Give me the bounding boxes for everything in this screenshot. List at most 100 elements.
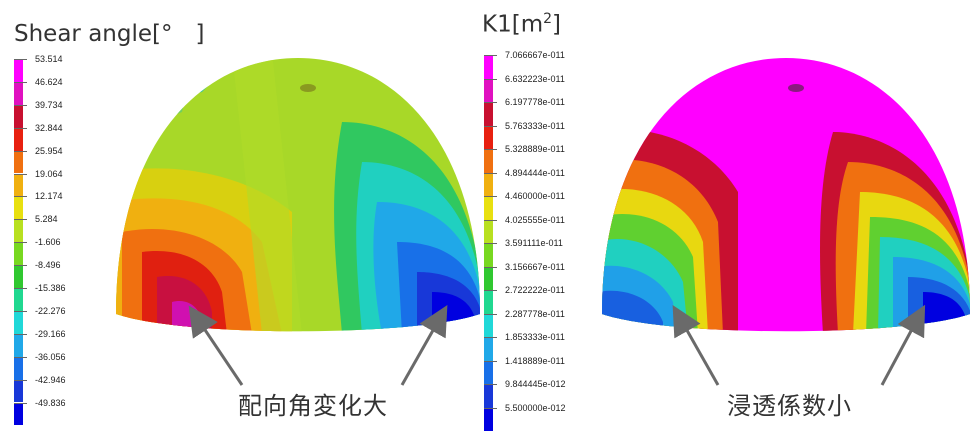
scale-label: -15.386 xyxy=(35,283,66,293)
scale-label: 3.156667e-011 xyxy=(505,261,565,272)
scale-tick xyxy=(484,360,497,362)
dome-top-hole-icon xyxy=(300,84,316,92)
scale-color-band xyxy=(14,59,23,82)
scale-label: -49.836 xyxy=(35,397,66,408)
scale-label: -22.276 xyxy=(35,305,66,316)
arrow-left-1 xyxy=(188,305,244,386)
scale-label: 4.894444e-011 xyxy=(505,167,565,178)
scale-color-band xyxy=(14,288,23,311)
scale-color-band xyxy=(484,360,493,384)
scale-tick xyxy=(484,337,497,338)
scale-tick xyxy=(484,172,497,174)
scale-color-band xyxy=(484,407,493,431)
k1-title-sup: 2 xyxy=(543,11,553,27)
scale-tick xyxy=(14,173,27,175)
scale-tick xyxy=(14,265,27,267)
scale-tick xyxy=(14,402,27,404)
scale-label: -1.606 xyxy=(35,237,61,248)
scale-tick xyxy=(14,150,27,152)
scale-label: 32.844 xyxy=(35,122,63,133)
scale-color-band xyxy=(14,333,23,357)
scale-tick xyxy=(484,196,497,197)
scale-color-band xyxy=(484,55,493,79)
scale-tick xyxy=(14,356,27,358)
scale-tick xyxy=(484,125,497,127)
scale-label: 46.624 xyxy=(35,76,63,87)
scale-tick xyxy=(14,333,27,335)
scale-tick xyxy=(14,379,27,381)
scale-label: 2.722222e-011 xyxy=(505,285,565,295)
scale-color-band xyxy=(14,104,23,128)
arrow-right-2 xyxy=(880,304,926,386)
shear-angle-dome-plot xyxy=(116,58,480,332)
scale-label: 7.066667e-011 xyxy=(505,50,565,60)
scale-tick xyxy=(14,196,27,198)
scale-color-band xyxy=(484,172,493,196)
scale-color-band xyxy=(14,196,23,220)
scale-tick xyxy=(14,59,27,60)
scale-color-band xyxy=(484,384,493,408)
scale-label: 19.064 xyxy=(35,168,63,179)
scale-color-band xyxy=(484,266,493,290)
k1-title-main: K1[m xyxy=(482,11,544,38)
scale-label: 4.025555e-011 xyxy=(505,214,565,225)
scale-color-band xyxy=(14,81,23,105)
scale-color-band xyxy=(14,242,23,266)
scale-tick xyxy=(484,384,497,385)
scale-tick xyxy=(14,81,27,83)
scale-color-band xyxy=(484,337,493,361)
left-annotation: 配向角変化大 xyxy=(238,392,388,420)
scale-tick xyxy=(14,288,27,289)
scale-color-band xyxy=(14,379,23,403)
dome-top-hole-icon xyxy=(788,84,804,92)
scale-tick xyxy=(484,55,497,56)
scale-color-band xyxy=(484,243,493,267)
scale-label: 12.174 xyxy=(35,191,63,202)
scale-tick xyxy=(484,266,497,268)
scale-tick xyxy=(14,310,27,312)
scale-tick xyxy=(14,104,27,106)
scale-color-band xyxy=(484,196,493,220)
k1-title: K1[m2] xyxy=(482,11,561,38)
scale-label: -42.946 xyxy=(35,374,66,385)
right-annotation: 浸透係数小 xyxy=(727,392,852,420)
scale-label: -8.496 xyxy=(35,260,61,271)
scale-label: 5.284 xyxy=(35,214,58,225)
scale-tick xyxy=(14,127,27,129)
scale-label: 2.287778e-011 xyxy=(505,308,565,319)
scale-label: 3.591111e-011 xyxy=(505,238,563,248)
scale-tick xyxy=(484,219,497,221)
arrow-right-1 xyxy=(672,304,720,386)
scale-color-band xyxy=(484,125,493,149)
scale-color-band xyxy=(14,219,23,243)
scale-color-band xyxy=(484,102,493,126)
k1-color-scale: 7.066667e-011 6.632223e-011 6.197778e-011 5… xyxy=(484,50,594,431)
scale-color-band xyxy=(14,402,23,426)
scale-tick xyxy=(14,219,27,221)
scale-label: 6.632223e-011 xyxy=(505,73,565,84)
scale-label: 5.763333e-011 xyxy=(505,120,565,131)
scale-color-band xyxy=(14,356,23,380)
scale-color-band xyxy=(14,173,23,197)
scale-tick xyxy=(484,78,497,80)
shear-angle-color-scale: 53.514 46.624 39.734 32.844 25.954 19.064 12.1… xyxy=(14,54,114,426)
scale-label: -29.166 xyxy=(35,328,66,339)
scale-label: 53.514 xyxy=(35,54,63,64)
scale-label: 25.954 xyxy=(35,145,63,156)
scale-label: 6.197778e-011 xyxy=(505,97,565,107)
scale-color-band xyxy=(484,313,493,337)
scale-tick xyxy=(484,149,497,150)
k1-title-end: ] xyxy=(552,11,561,38)
scale-tick xyxy=(14,242,27,244)
scale-tick xyxy=(484,313,497,315)
scale-label: 4.460000e-011 xyxy=(505,191,565,201)
scale-color-band xyxy=(14,127,23,151)
scale-label: 1.853333e-011 xyxy=(505,332,565,342)
shear-angle-title: Shear angle[° ] xyxy=(14,21,205,47)
scale-color-band xyxy=(14,150,23,174)
scale-color-band xyxy=(484,78,493,102)
scale-label: 9.844445e-012 xyxy=(505,379,566,389)
arrow-left-2 xyxy=(400,304,448,386)
scale-tick xyxy=(484,243,497,244)
